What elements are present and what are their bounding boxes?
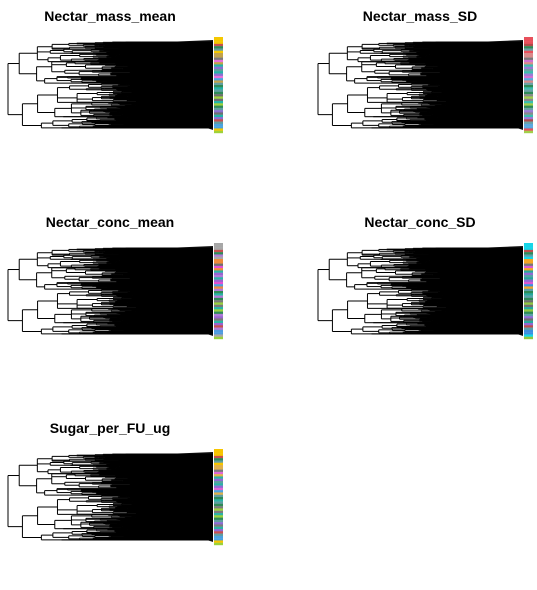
trait-color-segment	[214, 64, 223, 66]
trait-color-segment	[524, 119, 533, 121]
trait-color-segment	[214, 117, 223, 119]
trait-color-segment	[524, 87, 533, 89]
trait-color-segment	[214, 106, 223, 108]
trait-color-segment	[524, 99, 533, 101]
trait-color-segment	[214, 83, 223, 85]
trait-color-segment	[524, 69, 533, 71]
trait-color-segment	[214, 108, 223, 110]
trait-color-segment	[524, 46, 533, 48]
trait-color-segment	[214, 74, 223, 76]
trait-color-segment	[524, 48, 533, 50]
trait-color-segment	[214, 131, 223, 133]
trait-color-segment	[214, 60, 223, 62]
trait-color-segment	[214, 87, 223, 89]
trait-color-segment	[524, 101, 533, 103]
trait-color-segment	[214, 128, 223, 130]
trait-color-segment	[524, 55, 533, 57]
trait-color-segment	[214, 48, 223, 50]
trait-color-segment	[214, 69, 223, 71]
phylogenetic-tree	[0, 8, 260, 173]
trait-color-segment	[524, 71, 533, 73]
trait-color-segment	[214, 55, 223, 57]
trait-color-segment	[524, 126, 533, 128]
trait-color-segment	[214, 44, 223, 46]
trait-color-segment	[214, 101, 223, 103]
trait-color-segment	[214, 58, 223, 60]
trait-color-segment	[214, 80, 223, 82]
trait-color-segment	[524, 58, 533, 60]
trait-color-segment	[524, 110, 533, 112]
trait-color-segment	[524, 108, 533, 110]
panel-nectar-conc-mean: Nectar_conc_mean	[0, 214, 260, 384]
trait-color-segment	[214, 92, 223, 94]
trait-color-segment	[214, 51, 223, 53]
trait-color-segment	[214, 110, 223, 112]
trait-color-segment	[524, 128, 533, 130]
trait-color-segment	[524, 53, 533, 55]
trait-color-segment	[214, 96, 223, 98]
trait-color-segment	[524, 117, 533, 119]
trait-color-segment	[524, 112, 533, 114]
trait-color-segment	[214, 76, 223, 78]
trait-color-segment	[524, 51, 533, 53]
trait-color-segment	[524, 90, 533, 92]
trait-color-segment	[524, 76, 533, 78]
phylogenetic-tree	[0, 214, 260, 379]
panel-nectar-mass-mean: Nectar_mass_mean	[0, 8, 260, 178]
trait-color-segment	[524, 115, 533, 117]
trait-color-segment	[524, 37, 533, 39]
trait-color-segment	[524, 62, 533, 64]
trait-color-segment	[214, 42, 223, 44]
trait-color-segment	[524, 64, 533, 66]
panel-nectar-mass-sd: Nectar_mass_SD	[310, 8, 537, 178]
phylogenetic-tree	[310, 8, 537, 173]
trait-color-segment	[214, 99, 223, 101]
trait-color-segment	[524, 67, 533, 69]
trait-color-bar	[524, 37, 533, 133]
trait-color-segment	[214, 37, 223, 39]
trait-color-segment	[524, 74, 533, 76]
trait-color-segment	[214, 103, 223, 105]
trait-color-segment	[214, 122, 223, 124]
trait-color-segment	[524, 78, 533, 80]
trait-color-segment	[524, 122, 533, 124]
trait-color-segment	[524, 85, 533, 87]
trait-color-segment	[524, 80, 533, 82]
trait-color-segment	[214, 94, 223, 96]
trait-color-bar	[214, 37, 223, 133]
trait-color-segment	[214, 112, 223, 114]
trait-color-segment	[214, 115, 223, 117]
trait-color-segment	[524, 131, 533, 133]
trait-color-segment	[524, 42, 533, 44]
trait-color-segment	[214, 53, 223, 55]
trait-color-segment	[524, 39, 533, 41]
trait-color-segment	[214, 67, 223, 69]
trait-color-segment	[524, 96, 533, 98]
trait-color-segment	[524, 44, 533, 46]
trait-color-segment	[524, 103, 533, 105]
trait-color-segment	[214, 124, 223, 126]
trait-color-segment	[214, 119, 223, 121]
trait-color-segment	[214, 78, 223, 80]
trait-color-segment	[524, 60, 533, 62]
trait-color-segment	[214, 90, 223, 92]
trait-color-segment	[214, 126, 223, 128]
trait-color-segment	[524, 83, 533, 85]
trait-color-segment	[524, 94, 533, 96]
trait-color-segment	[524, 92, 533, 94]
trait-color-segment	[214, 46, 223, 48]
trait-color-segment	[214, 62, 223, 64]
trait-color-segment	[524, 124, 533, 126]
trait-color-segment	[214, 71, 223, 73]
trait-color-segment	[524, 106, 533, 108]
trait-color-segment	[214, 85, 223, 87]
trait-color-segment	[214, 39, 223, 41]
